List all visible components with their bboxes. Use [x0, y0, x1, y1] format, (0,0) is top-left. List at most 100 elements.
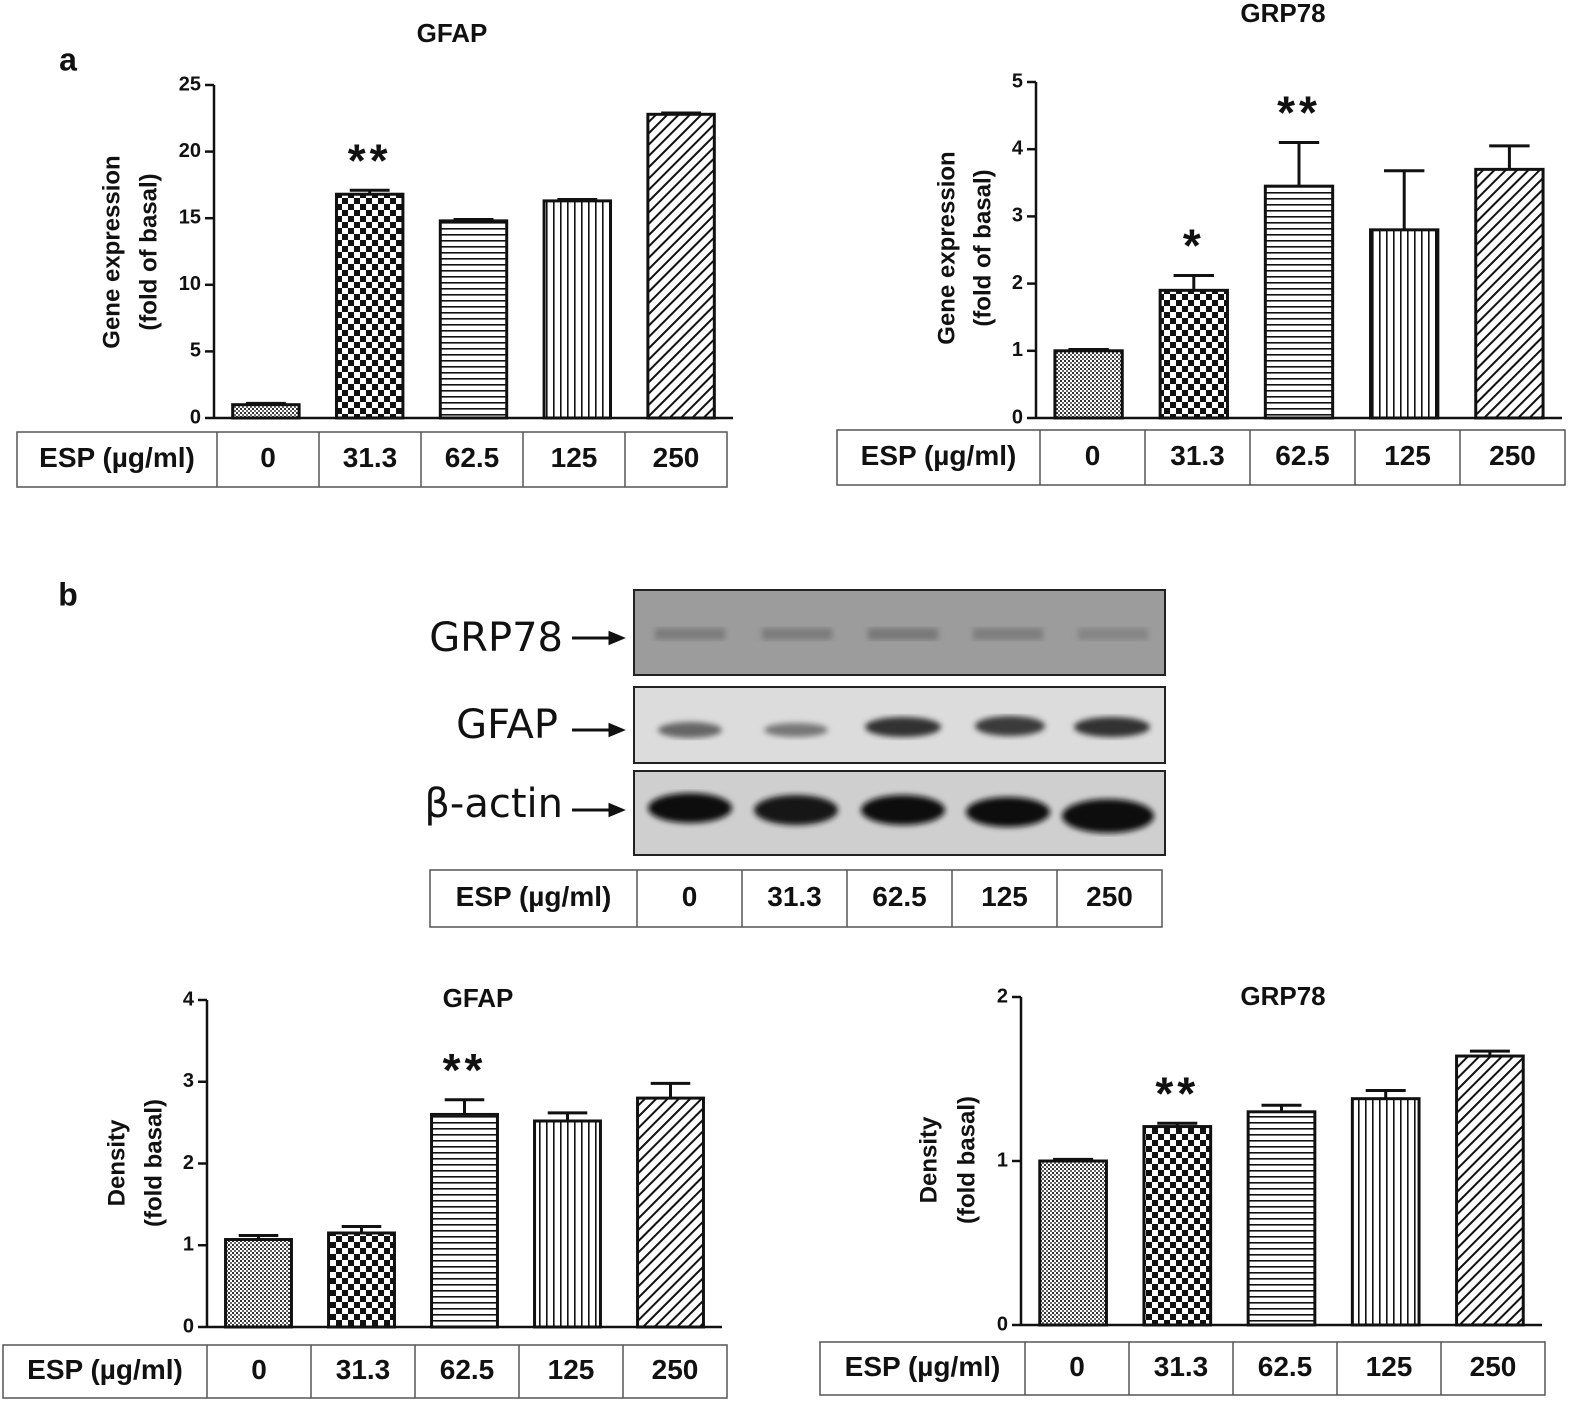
table-cell: 62.5: [872, 881, 927, 912]
table-cell: 125: [981, 881, 1028, 912]
table-row-label: ESP (µg/ml): [845, 1351, 1001, 1382]
bar: [231, 403, 301, 420]
table-cell: 0: [251, 1354, 267, 1385]
panel-label: b: [58, 576, 78, 612]
blot-row-label: GRP78: [429, 615, 563, 661]
y-tick-label: 2: [183, 1152, 194, 1174]
bar: [224, 1238, 293, 1329]
table-row-label: ESP (µg/ml): [27, 1354, 183, 1385]
chart-title: GRP78: [1240, 981, 1325, 1011]
bar: [1455, 1054, 1525, 1327]
y-tick-label: 10: [179, 273, 201, 295]
bar: [327, 1231, 396, 1329]
y-tick-label: 3: [1012, 205, 1023, 227]
table-cell: 0: [260, 442, 276, 473]
table-cell: 250: [1470, 1351, 1517, 1382]
chart-title: GFAP: [417, 18, 488, 48]
bar: [1053, 349, 1124, 420]
bar: [1246, 1110, 1317, 1327]
bar: [1474, 167, 1545, 420]
bar: [646, 112, 716, 420]
table-cell: 250: [1086, 881, 1133, 912]
y-axis-label: (fold of basal): [135, 173, 162, 330]
table-cell: 31.3: [343, 442, 398, 473]
table-cell: 62.5: [445, 442, 500, 473]
table-cell: 125: [1366, 1351, 1413, 1382]
y-tick-label: 1: [183, 1234, 194, 1256]
table-cell: 31.3: [1154, 1351, 1209, 1382]
y-axis-label: Density: [103, 1119, 130, 1206]
bar: [1263, 184, 1335, 420]
y-tick-label: 2: [997, 985, 1008, 1007]
y-tick-label: 0: [997, 1313, 1008, 1335]
y-tick-label: 0: [183, 1315, 194, 1337]
chart-title: GFAP: [443, 983, 514, 1013]
table-cell: 62.5: [1275, 440, 1330, 471]
table-cell: 0: [682, 881, 698, 912]
significance-label: **: [443, 1044, 487, 1096]
bar: [1369, 228, 1440, 420]
y-tick-label: 3: [183, 1070, 194, 1092]
y-tick-label: 1: [997, 1149, 1008, 1171]
table-cell: 0: [1069, 1351, 1085, 1382]
y-tick-label: 15: [179, 206, 201, 228]
y-tick-label: 4: [1012, 137, 1024, 159]
y-axis-label: (fold of basal): [969, 169, 996, 326]
y-axis-label: (fold basal): [140, 1099, 167, 1227]
table-border: [2, 1344, 728, 1399]
bar: [334, 192, 405, 420]
panel-label: a: [59, 41, 77, 77]
table-border: [836, 429, 1566, 486]
table-cell: 125: [548, 1354, 595, 1385]
table-border: [819, 1341, 1546, 1396]
bar: [1142, 1125, 1213, 1327]
table-cell: 62.5: [1258, 1351, 1313, 1382]
y-tick-label: 20: [179, 140, 201, 162]
chart-title: GRP78: [1240, 0, 1325, 28]
y-axis-label: Density: [915, 1116, 942, 1203]
table-border: [16, 431, 728, 488]
y-tick-label: 2: [1012, 272, 1023, 294]
bar: [438, 219, 509, 420]
y-tick-label: 1: [1012, 339, 1023, 361]
y-axis-label: Gene expression: [933, 151, 960, 344]
table-border: [429, 869, 1163, 928]
significance-label: **: [348, 134, 392, 186]
bar: [1350, 1097, 1421, 1327]
table-cell: 125: [551, 442, 598, 473]
table-cell: 250: [652, 1354, 699, 1385]
y-axis-label: (fold basal): [953, 1096, 980, 1224]
significance-label: *: [1183, 220, 1205, 272]
y-tick-label: 25: [179, 73, 201, 95]
y-tick-label: 0: [1012, 406, 1023, 428]
blot-bands: [655, 628, 1148, 640]
y-tick-label: 0: [190, 406, 201, 428]
blot-bands: [658, 716, 1150, 738]
table-cell: 62.5: [440, 1354, 495, 1385]
bar: [1038, 1159, 1108, 1327]
significance-label: **: [1277, 87, 1321, 139]
significance-label: **: [1155, 1067, 1199, 1119]
table-cell: 250: [1489, 440, 1536, 471]
y-tick-label: 5: [1012, 70, 1023, 92]
table-cell: 31.3: [767, 881, 822, 912]
y-tick-label: 4: [183, 988, 195, 1010]
bar: [542, 199, 613, 420]
table-cell: 31.3: [1170, 440, 1225, 471]
bar: [1158, 288, 1229, 420]
table-row-label: ESP (µg/ml): [861, 440, 1017, 471]
table-cell: 125: [1384, 440, 1431, 471]
table-row-label: ESP (µg/ml): [456, 881, 612, 912]
bar: [533, 1119, 602, 1329]
table-cell: 250: [653, 442, 700, 473]
y-tick-label: 5: [190, 340, 201, 362]
blot-row-label: β-actin: [424, 781, 563, 827]
western-blot: GRP78 GFAP β-actin: [424, 589, 1166, 856]
bar: [430, 1112, 499, 1329]
blot-arrows: [572, 630, 626, 818]
blot-row-label: GFAP: [456, 702, 558, 748]
table-cell: 0: [1085, 440, 1101, 471]
blot-bands: [648, 793, 1154, 833]
table-row-label: ESP (µg/ml): [39, 442, 195, 473]
